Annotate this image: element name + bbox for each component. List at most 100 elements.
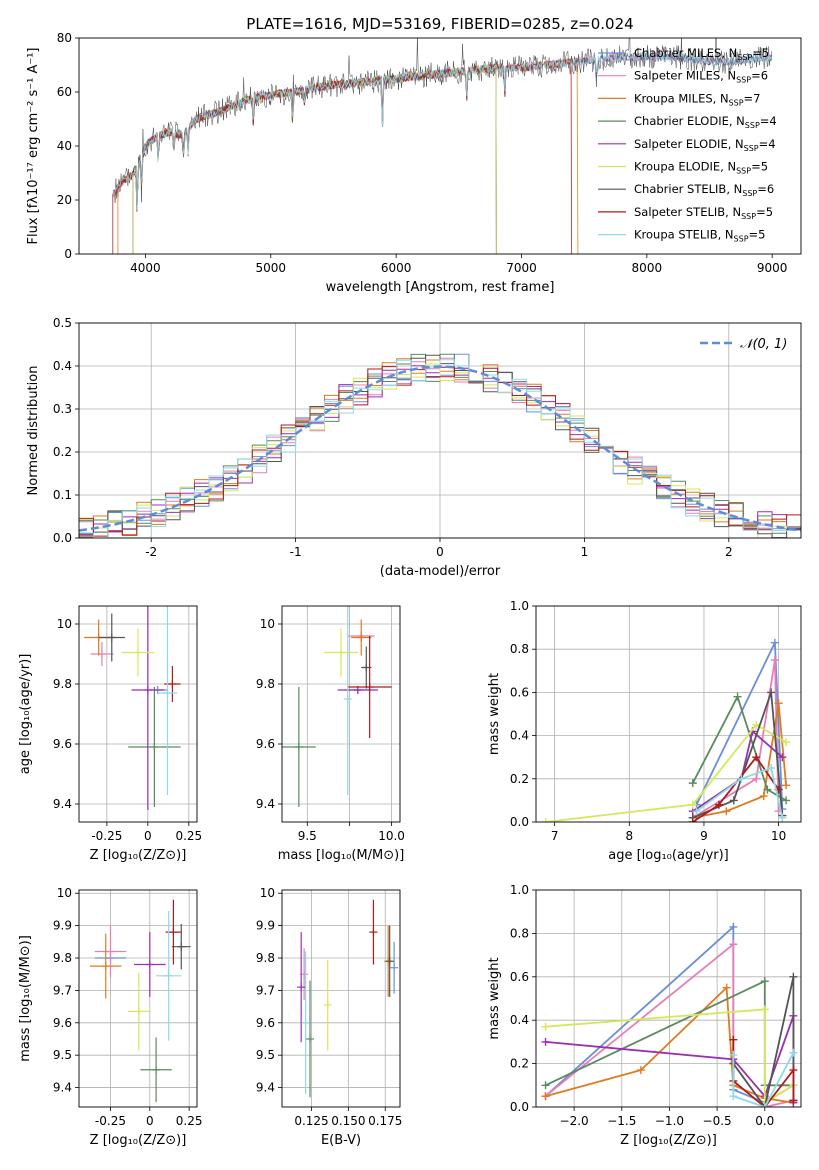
plus-marker bbox=[737, 774, 746, 783]
legend-label-count: =5 bbox=[749, 228, 766, 242]
y-axis-label: Flux [fλ10⁻¹⁷ erg cm⁻² s⁻¹ A⁻¹] bbox=[26, 48, 41, 245]
y-axis-label: mass weight bbox=[487, 673, 502, 755]
age_vs_mass-panel: 9.5 10.0 9.4 9.6 9.8 10 mass [log₁₀(M/M⊙)] bbox=[256, 605, 405, 863]
tick-label-x: 0 bbox=[146, 1114, 154, 1128]
series-line bbox=[695, 766, 784, 818]
residual-histogram-salpeter_stelib bbox=[79, 366, 801, 537]
tick-label-x: 7 bbox=[551, 829, 559, 843]
legend-label: Kroupa MILES, NSSP=7 bbox=[634, 91, 760, 107]
legend-label-count: =5 bbox=[751, 160, 768, 174]
plus-marker bbox=[789, 1066, 798, 1075]
legend-label: Kroupa ELODIE, NSSP=5 bbox=[634, 160, 768, 176]
legend-label-main: Chabrier MILES, N bbox=[634, 46, 737, 60]
tick-label-x: -0.25 bbox=[95, 1114, 126, 1128]
axes-frame bbox=[535, 605, 802, 823]
legend-label-main: Kroupa STELIB, N bbox=[634, 228, 734, 242]
spectrum-panel: 4000 5000 6000 7000 8000 9000 0 20 40 60 80 wavelen… bbox=[26, 31, 802, 295]
legend-label: Chabrier MILES, NSSP=5 bbox=[634, 46, 769, 62]
plus-marker bbox=[541, 1092, 550, 1101]
errorbar-point-kroupa_miles bbox=[351, 619, 372, 656]
panels: 4000 5000 6000 7000 8000 9000020406080wavelen… bbox=[18, 31, 802, 1148]
plus-marker bbox=[770, 656, 779, 664]
tick-label-y: 0.2 bbox=[510, 772, 529, 786]
axes-frame bbox=[78, 605, 198, 823]
plus-marker bbox=[767, 764, 776, 772]
tick-label-x: 9.5 bbox=[298, 829, 317, 843]
plus-marker bbox=[729, 1092, 738, 1101]
mass_vs_Z-panel: -0.25 0 0.25 9.4 9.5 9.6 9.7 9.8 9.9 10 Z [log₁₀(Z… bbox=[18, 886, 202, 1148]
x-axis-label: E(B-V) bbox=[321, 1133, 361, 1148]
legend-label-count: =4 bbox=[759, 137, 776, 151]
plus-marker bbox=[778, 813, 787, 822]
legend-label-count: =4 bbox=[760, 114, 777, 128]
legend-label-sub: SSP bbox=[744, 144, 759, 153]
series-line bbox=[732, 976, 795, 1107]
tick-label-x: -2 bbox=[145, 545, 157, 559]
tick-label-x: 0.25 bbox=[176, 1114, 203, 1128]
tick-label-x: 10.0 bbox=[378, 829, 405, 843]
tick-label-y: 9.6 bbox=[53, 1016, 72, 1030]
legend-label-main: Kroupa MILES, N bbox=[634, 91, 729, 105]
tick-label-x: 8 bbox=[625, 829, 633, 843]
tick-label-y: 9.6 bbox=[256, 1016, 275, 1030]
plus-marker bbox=[692, 807, 701, 816]
legend: 𝒩(0, 1) bbox=[700, 337, 787, 352]
tick-label-y: 0.8 bbox=[510, 926, 529, 940]
plus-marker bbox=[752, 774, 761, 783]
legend-label-count: =7 bbox=[744, 91, 761, 105]
plot-area bbox=[79, 353, 801, 538]
tick-label-x: 5000 bbox=[256, 261, 287, 275]
plus-marker bbox=[760, 977, 769, 986]
tick-label-x: 7000 bbox=[506, 261, 537, 275]
tick-label-y: 9.8 bbox=[53, 951, 72, 965]
tick-label-x: 4000 bbox=[130, 261, 161, 275]
errorbar-point-kroupa_elodie bbox=[121, 628, 155, 677]
tick-label-x: −1.0 bbox=[655, 1114, 684, 1128]
weight-series-kroupa_stelib bbox=[729, 1048, 798, 1107]
plus-marker bbox=[789, 1096, 798, 1105]
tick-label-x: 0.0 bbox=[755, 1114, 774, 1128]
legend-label: Salpeter ELODIE, NSSP=4 bbox=[634, 137, 776, 153]
plus-marker bbox=[688, 818, 697, 822]
tick-label-y: 9.6 bbox=[256, 737, 275, 751]
plus-marker bbox=[729, 940, 738, 949]
plus-marker bbox=[752, 753, 761, 762]
series-line bbox=[545, 723, 787, 822]
tick-label-y: 9.8 bbox=[256, 951, 275, 965]
legend-label-sub: SSP bbox=[737, 53, 752, 62]
x-axis-label: mass [log₁₀(M/M⊙)] bbox=[278, 848, 405, 863]
tick-label-y: 9.9 bbox=[256, 919, 275, 933]
plus-marker bbox=[541, 818, 550, 822]
tick-label-y: 1.0 bbox=[510, 599, 529, 613]
y-axis-label: mass weight bbox=[487, 957, 502, 1039]
errorbar-point-kroupa_elodie bbox=[324, 628, 358, 677]
tick-label-y: 0.0 bbox=[53, 531, 72, 545]
tick-label-x: 9000 bbox=[757, 261, 788, 275]
tick-label-y: 9.7 bbox=[53, 983, 72, 997]
tick-label-y: 9.4 bbox=[53, 1081, 72, 1095]
plot-area bbox=[83, 606, 181, 810]
errorbar-point-kroupa_stelib bbox=[157, 606, 178, 795]
model-spectrum-salpeter_elodie bbox=[132, 63, 497, 254]
errorbar-point-chabrier_stelib bbox=[361, 646, 372, 689]
plot-area bbox=[282, 606, 392, 807]
weight_vs_Z-panel: −2.0 −1.5 −1.0 −0.5 0.0 0.0 0.2 0.4 0.6 0.8 1.0 Z [… bbox=[487, 883, 802, 1148]
errorbar-point-salpeter_miles bbox=[90, 642, 114, 666]
tick-label-y: 9.9 bbox=[53, 919, 72, 933]
legend-label-sub: SSP bbox=[729, 98, 744, 107]
tick-label-y: 0.0 bbox=[510, 1100, 529, 1114]
errorbar-point-chabrier_elodie bbox=[140, 1037, 172, 1103]
tick-label-y: 10 bbox=[57, 886, 72, 900]
axes-frame bbox=[535, 889, 802, 1108]
plus-marker bbox=[782, 738, 791, 747]
tick-label-y: 60 bbox=[57, 85, 72, 99]
tick-label-y: 9.4 bbox=[256, 797, 275, 811]
gaussian-curve bbox=[79, 365, 801, 532]
plot-area bbox=[90, 899, 191, 1103]
tick-label-x: 0.125 bbox=[294, 1114, 328, 1128]
weight_vs_age-panel: 7 8 9 10 0.0 0.2 0.4 0.6 0.8 1.0 age [log₁₀(age/yr… bbox=[487, 599, 802, 863]
plus-marker bbox=[760, 1103, 769, 1107]
errorbar-point-salpeter_stelib bbox=[369, 899, 378, 965]
tick-label-x: 6000 bbox=[381, 261, 412, 275]
